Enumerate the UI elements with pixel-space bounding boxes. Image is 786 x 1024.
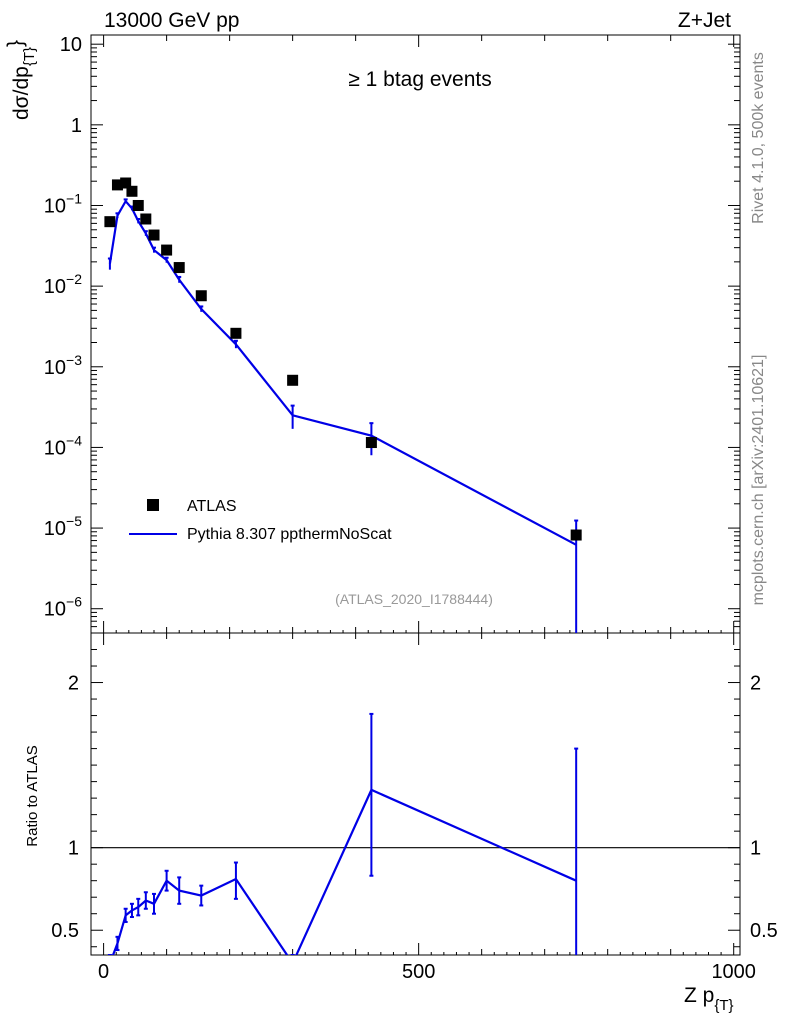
y-axis-label-sub: {T} xyxy=(21,47,38,66)
main-axes: 10−6 10−5 10−4 10−3 10−2 10−1 1 10 xyxy=(44,34,740,634)
atlas-data-point xyxy=(132,199,144,211)
atlas-data-point xyxy=(140,213,152,225)
ratio-plot-frame xyxy=(90,632,741,956)
ratio-y-tick-label-right: 1 xyxy=(750,838,761,860)
ratio-y-tick-label-right: 2 xyxy=(750,673,761,695)
ratio-line xyxy=(111,788,577,955)
y-tick-label: 10 xyxy=(60,34,82,56)
ratio-y-tick-label: 0.5 xyxy=(51,920,79,942)
y-axis-label: dσ/dp{T}} xyxy=(4,40,38,120)
atlas-data-point xyxy=(111,179,123,191)
y-tick-label: 10−3 xyxy=(44,352,82,379)
pythia-series-line xyxy=(108,199,577,546)
header-right: Z+Jet xyxy=(678,9,731,32)
side-label-top: Rivet 4.1.0, 500k events xyxy=(750,52,767,224)
svg-text:dσ/dp{T}}: dσ/dp{T}} xyxy=(4,40,38,120)
atlas-data-point xyxy=(120,177,132,189)
x-axis-label: Z p{T} xyxy=(684,984,734,1014)
atlas-data-point xyxy=(287,374,299,386)
analysis-id: (ATLAS_2020_I1788444) xyxy=(335,591,493,607)
ratio-y-tick-label-right: 0.5 xyxy=(750,920,778,942)
side-label-bottom: mcplots.cern.ch [arXiv:2401.10621] xyxy=(750,355,767,606)
ratio-plot-area xyxy=(91,712,740,955)
atlas-data-point xyxy=(148,229,160,241)
ratio-y-tick-label: 2 xyxy=(68,673,79,695)
y-tick-label: 10−5 xyxy=(44,513,82,540)
legend-marker-atlas xyxy=(147,499,159,511)
atlas-data-point xyxy=(570,529,582,541)
legend: ATLAS Pythia 8.307 ppthermNoScat xyxy=(129,498,392,543)
y-tick-label: 1 xyxy=(71,115,82,137)
ratio-series xyxy=(107,712,579,955)
y-tick-label: 10−1 xyxy=(44,190,82,217)
x-axis-label-sub: {T} xyxy=(714,997,733,1014)
main-plot-area xyxy=(104,177,582,633)
y-tick-label: 10−4 xyxy=(44,432,82,459)
y-tick-label: 10−2 xyxy=(44,271,82,298)
y-axis-label-close: } xyxy=(4,40,27,47)
ratio-y-axis-label: Ratio to ATLAS xyxy=(24,745,41,846)
legend-label-pythia: Pythia 8.307 ppthermNoScat xyxy=(187,526,392,543)
atlas-data-point xyxy=(161,244,173,256)
x-tick-label: 500 xyxy=(402,961,435,983)
atlas-data-point xyxy=(230,327,242,339)
main-plot-frame xyxy=(90,34,741,634)
svg-text:Z p{T}: Z p{T} xyxy=(684,984,734,1014)
atlas-data-point xyxy=(104,216,116,228)
x-tick-label: 1000 xyxy=(711,961,756,983)
atlas-data-point xyxy=(365,437,377,449)
ratio-y-tick-label: 1 xyxy=(68,838,79,860)
atlas-data-point xyxy=(173,262,185,274)
x-tick-label: 0 xyxy=(98,961,109,983)
x-axis-label-main: Z p xyxy=(684,984,714,1007)
atlas-data-point xyxy=(195,290,207,302)
atlas-data-point xyxy=(126,185,138,197)
legend-label-atlas: ATLAS xyxy=(187,498,237,515)
plot-annotation: ≥ 1 btag events xyxy=(348,68,491,91)
header-left: 13000 GeV pp xyxy=(104,9,239,32)
y-axis-label-main: dσ/dp xyxy=(10,66,33,120)
y-tick-label: 10−6 xyxy=(44,594,82,621)
